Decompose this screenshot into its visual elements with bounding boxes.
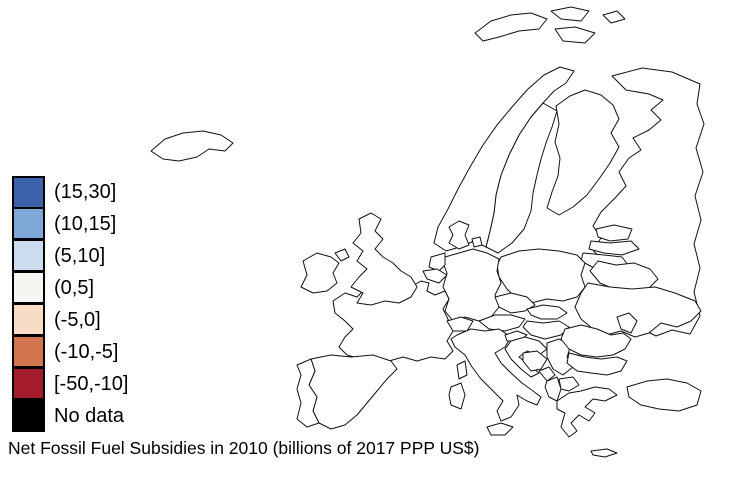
legend-label: (-10,-5] <box>54 340 119 363</box>
legend-swatch-neg10-neg5 <box>12 334 45 368</box>
legend-swatch-neg5-0 <box>12 302 45 336</box>
legend-item: No data <box>12 398 128 432</box>
legend-item: (-10,-5] <box>12 334 128 368</box>
country-macedonia <box>558 376 580 392</box>
legend-item: (-5,0] <box>12 302 128 336</box>
legend-item: [-50,-10] <box>12 366 129 400</box>
country-belgium <box>422 268 448 284</box>
legend-label: [-50,-10] <box>54 372 129 395</box>
country-denmark <box>448 220 483 250</box>
country-austria <box>478 314 526 332</box>
country-netherlands <box>428 252 446 272</box>
country-ireland <box>300 252 340 294</box>
country-france-corsica <box>456 360 468 380</box>
country-germany <box>442 248 502 322</box>
legend-item: (10,15] <box>12 206 128 240</box>
country-uk <box>350 212 418 306</box>
figure-title: Net Fossil Fuel Subsidies in 2010 (billi… <box>8 438 480 458</box>
country-ukraine <box>574 282 702 338</box>
legend-label: No data <box>54 404 125 427</box>
country-turkey <box>626 378 702 412</box>
legend-swatch-15-30 <box>12 175 45 209</box>
country-spain <box>308 354 398 430</box>
country-uk-northern-ireland <box>334 248 350 262</box>
country-slovakia <box>526 304 568 320</box>
legend-swatch-no-data <box>12 398 45 432</box>
country-bosnia <box>522 350 548 372</box>
legend-swatch-10-15 <box>12 206 45 240</box>
map-legend: (15,30] (10,15] (5,10] (0,5] (-5,0] (-10… <box>12 175 129 432</box>
legend-label: (-5,0] <box>54 308 101 331</box>
legend-item: (5,10] <box>12 238 128 272</box>
legend-item: (15,30] <box>12 175 128 209</box>
legend-label: (0,5] <box>54 276 95 299</box>
country-romania <box>560 324 632 358</box>
country-poland <box>496 248 586 304</box>
country-svalbard <box>474 6 626 44</box>
legend-swatch-0-5 <box>12 270 45 304</box>
legend-swatch-5-10 <box>12 238 45 272</box>
legend-swatch-neg50-neg10 <box>12 366 45 400</box>
country-iceland <box>150 130 234 162</box>
legend-label: (5,10] <box>54 244 106 267</box>
country-greece <box>556 386 618 458</box>
legend-label: (10,15] <box>54 212 117 235</box>
country-finland <box>546 89 620 216</box>
country-italy-sardinia <box>448 382 466 410</box>
country-portugal <box>296 358 320 428</box>
country-hungary <box>522 320 570 340</box>
country-montenegro <box>538 366 556 382</box>
legend-label: (15,30] <box>54 180 117 203</box>
country-italy-sicily <box>486 422 514 436</box>
country-estonia <box>595 224 633 242</box>
country-bulgaria <box>566 352 628 376</box>
country-moldova <box>616 312 638 334</box>
country-latvia <box>588 240 640 256</box>
legend-item: (0,5] <box>12 270 128 304</box>
country-norway <box>433 66 575 252</box>
country-switzerland <box>446 316 474 332</box>
